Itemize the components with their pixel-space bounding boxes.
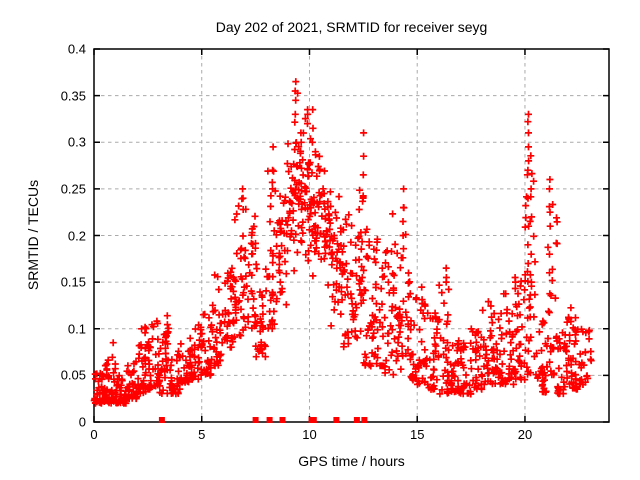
x-axis-label: GPS time / hours xyxy=(298,453,405,469)
y-tick-label: 0.05 xyxy=(60,367,86,383)
y-tick-label: 0.1 xyxy=(67,321,86,337)
y-tick-label: 0.4 xyxy=(67,41,86,57)
plot-frame xyxy=(93,48,610,423)
y-tick-label: 0.35 xyxy=(60,88,86,104)
x-tick-label: 10 xyxy=(302,427,317,442)
chart-title: Day 202 of 2021, SRMTID for receiver sey… xyxy=(215,19,488,35)
x-tick-label: 20 xyxy=(517,427,533,442)
x-tick-label: 5 xyxy=(198,427,206,442)
grid-lines xyxy=(94,49,609,422)
x-tick-label: 15 xyxy=(409,427,425,442)
scatter-points xyxy=(90,78,595,407)
y-tick-label: 0.2 xyxy=(67,228,86,243)
y-tick-label: 0.3 xyxy=(67,134,86,150)
y-tick-label: 0.25 xyxy=(60,181,86,197)
y-tick-label: 0.15 xyxy=(60,274,86,290)
y-tick-label: 0 xyxy=(78,414,86,430)
flag-points xyxy=(158,417,368,423)
x-tick-label: 0 xyxy=(90,427,98,442)
